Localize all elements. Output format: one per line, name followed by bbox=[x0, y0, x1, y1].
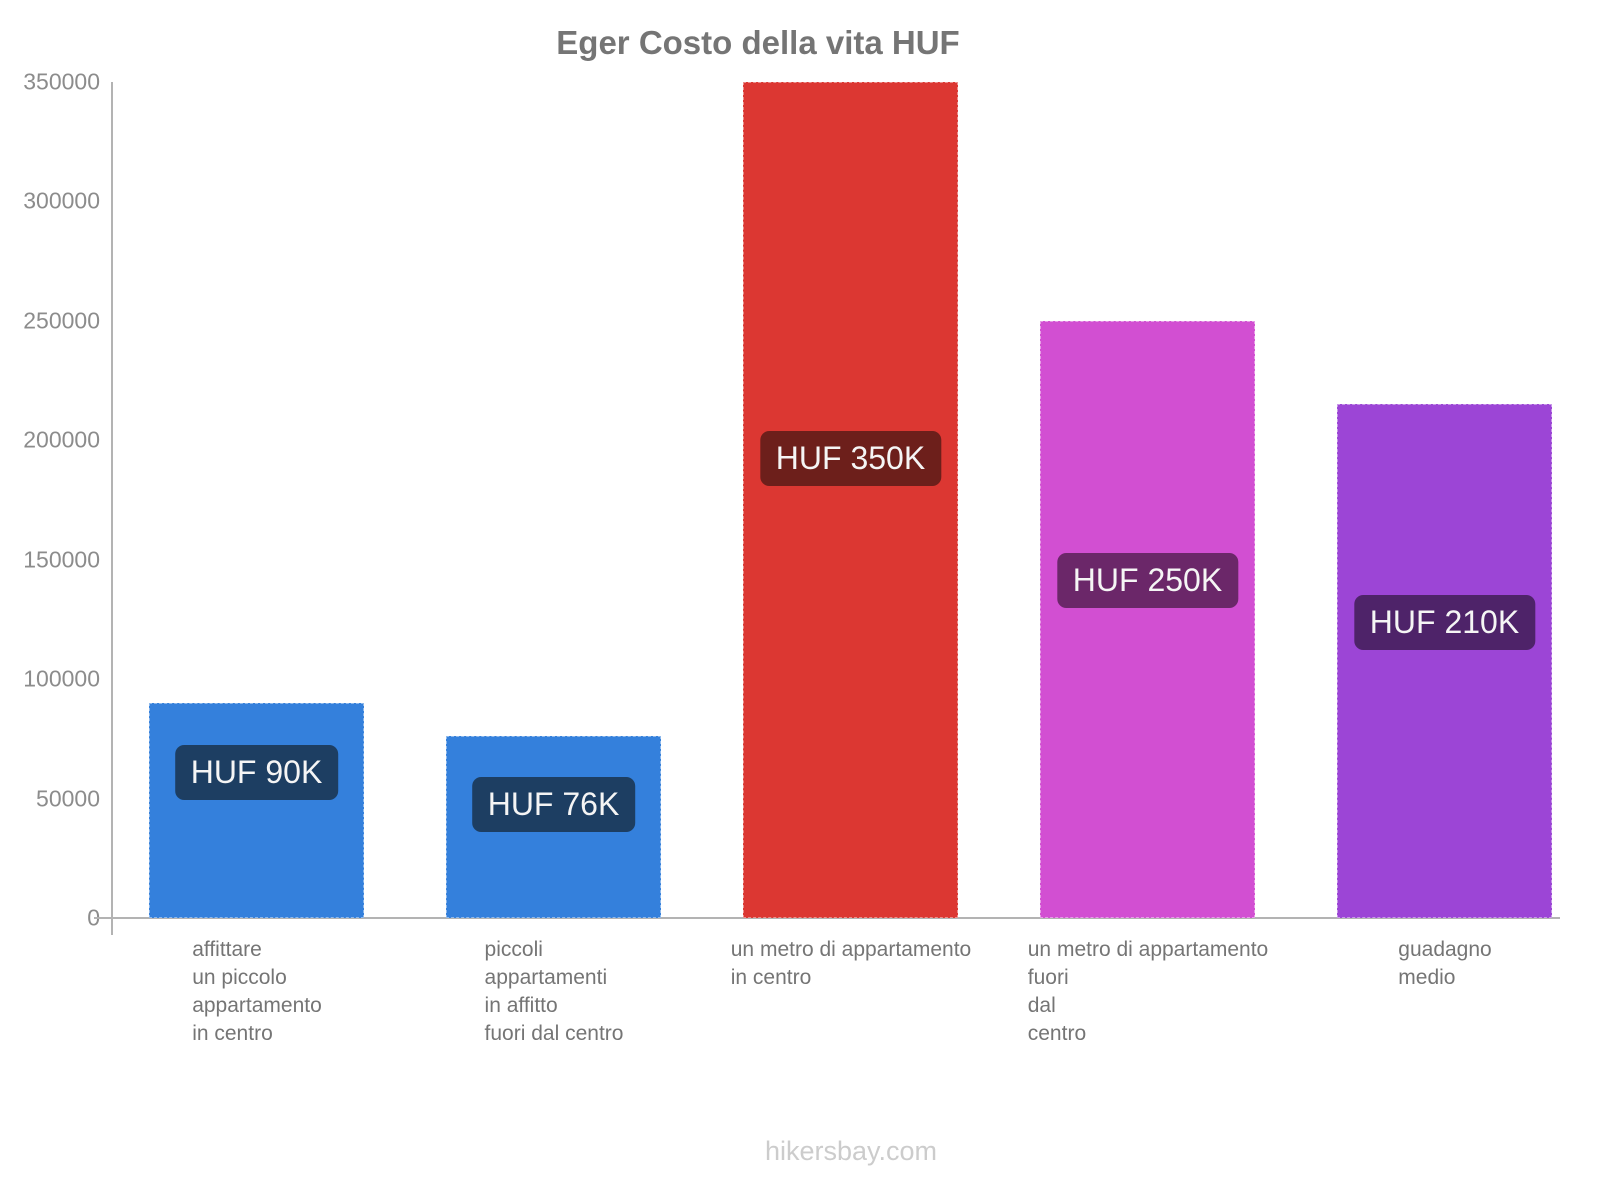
y-axis-tick-label: 0 bbox=[87, 904, 100, 931]
bar-sqm-apartment-outside[interactable]: HUF 250K bbox=[1040, 320, 1255, 918]
bar-value-label: HUF 90K bbox=[174, 745, 339, 801]
category-label-rent-small-apartment-center: affittare un piccolo appartamento in cen… bbox=[192, 938, 322, 1045]
bar-rent-small-apartment-outside[interactable]: HUF 76K bbox=[446, 736, 661, 918]
watermark: hikersbay.com bbox=[764, 1136, 938, 1166]
bar-value-label: HUF 76K bbox=[471, 777, 636, 833]
x-axis-line bbox=[94, 917, 1560, 919]
y-axis-tick-label: 100000 bbox=[23, 665, 100, 692]
category-label-rent-small-apartment-outside: piccoli appartamenti in affitto fuori da… bbox=[484, 938, 624, 1045]
bar-value-label: HUF 350K bbox=[759, 431, 942, 486]
y-axis-line bbox=[111, 82, 113, 935]
bar-rent-small-apartment-center[interactable]: HUF 90K bbox=[149, 703, 364, 918]
y-axis-tick-label: 50000 bbox=[36, 785, 100, 812]
chart-title: Eger Costo della vita HUF bbox=[556, 24, 960, 61]
bar-value-label: HUF 250K bbox=[1056, 552, 1239, 608]
y-axis-tick-label: 150000 bbox=[23, 546, 100, 573]
y-axis-tick-label: 250000 bbox=[23, 307, 100, 334]
bar-value-label: HUF 210K bbox=[1353, 595, 1536, 651]
plot-area: HUF 90K HUF 76K HUF 350K HUF 250K HUF 21… bbox=[94, 82, 1560, 935]
category-label-average-salary: guadagno medio bbox=[1398, 938, 1492, 989]
bar-sqm-apartment-center[interactable]: HUF 350K bbox=[743, 82, 958, 918]
category-label-sqm-apartment-center: un metro di appartamento in centro bbox=[730, 938, 972, 989]
y-axis-tick-label: 350000 bbox=[23, 68, 100, 95]
y-axis: 0 50000 100000 150000 200000 250000 300000 3500… bbox=[0, 69, 100, 931]
y-axis-tick-label: 200000 bbox=[23, 426, 100, 453]
bar-average-salary[interactable]: HUF 210K bbox=[1337, 404, 1552, 918]
category-label-sqm-apartment-outside: un metro di appartamento fuori dal centr… bbox=[1027, 938, 1269, 1045]
y-axis-tick-label: 300000 bbox=[23, 187, 100, 214]
